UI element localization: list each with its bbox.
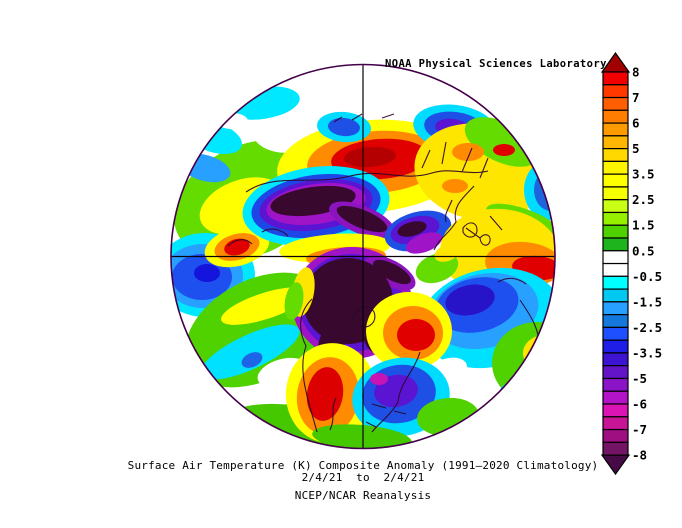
colorbar-cell (602, 428, 629, 443)
colorbar-tick-label: 7 (632, 90, 640, 105)
anomaly-blob (328, 117, 360, 137)
colorbar-tick-label: 6 (632, 116, 640, 131)
anomaly-blob (434, 244, 460, 262)
noaa-lab-label: NOAA Physical Sciences Laboratory (385, 58, 607, 70)
colorbar-tick-label: -3.5 (632, 345, 662, 360)
colorbar-tick-label: -7 (632, 422, 647, 437)
colorbar-arrow-down-icon (600, 454, 631, 476)
anomaly-blob (370, 373, 388, 385)
anomaly-blob (452, 143, 484, 161)
colorbar-cell (602, 160, 629, 175)
colorbar-cell (602, 237, 629, 252)
anomaly-blob (194, 264, 220, 282)
colorbar-tick-label: -5 (632, 371, 647, 386)
colorbar-cell (602, 403, 629, 418)
colorbar-cell (602, 199, 629, 214)
coastline-lines (227, 113, 549, 433)
anomaly-blob (492, 322, 555, 404)
colorbar-tick-label: 8 (632, 65, 640, 80)
anomaly-blob (397, 319, 435, 351)
colorbar-tick-label: 3.5 (632, 167, 655, 182)
colorbar-cell (602, 365, 629, 380)
anomaly-blob (200, 324, 300, 380)
anomaly-blob (312, 424, 412, 449)
colorbar-cell (602, 96, 629, 111)
colorbar-tick-label: -0.5 (632, 269, 662, 284)
anomaly-blob (224, 238, 250, 256)
colorbar-cell (602, 71, 629, 86)
colorbar-cell (602, 339, 629, 354)
colorbar-cell (602, 326, 629, 341)
anomaly-blob (397, 221, 427, 237)
colorbar-cell (602, 352, 629, 367)
colorbar-cell (602, 148, 629, 162)
anomaly-blob (241, 352, 263, 368)
anomaly-blob (493, 144, 515, 156)
colorbar: 8 7 6 5 3.5 2.5 1.5 0.5 -0.5 -1.5 -2.5 -3.5 -5 -6 -7 -8 (600, 51, 662, 476)
anomaly-blob (284, 282, 304, 320)
colorbar-tick-label: 1.5 (632, 218, 655, 233)
colorbar-cell (602, 122, 629, 137)
anomaly-contour-blobs (171, 86, 555, 449)
colorbar-cell (602, 275, 629, 290)
colorbar-cell (602, 377, 629, 392)
colorbar-cell (602, 301, 629, 316)
anomaly-blob (306, 367, 344, 421)
colorbar-tick-label: -6 (632, 397, 647, 412)
colorbar-cell (602, 441, 629, 456)
colorbar-cell (602, 262, 629, 277)
caption-dates: 2/4/21 to 2/4/21 (301, 471, 425, 484)
anomaly-blob (534, 169, 555, 211)
anomaly-blob (344, 146, 396, 168)
caption-title: Surface Air Temperature (K) Composite An… (127, 459, 599, 472)
anomaly-blob (442, 179, 468, 193)
colorbar-cell (602, 250, 629, 265)
colorbar-cell (602, 173, 629, 188)
colorbar-tick-label: -8 (632, 448, 647, 463)
colorbar-tick-label: -2.5 (632, 320, 662, 335)
colorbar-tick-label: 2.5 (632, 192, 655, 207)
anomaly-blob (336, 205, 388, 233)
anomaly-blob (373, 259, 411, 285)
anomaly-blob (523, 334, 555, 372)
colorbar-cell (602, 211, 629, 226)
colorbar-cell (602, 224, 629, 239)
colorbar-tick-label: 0.5 (632, 243, 655, 258)
colorbar-tick-label: 5 (632, 141, 640, 156)
colorbar-cell (602, 416, 629, 431)
caption-source: NCEP/NCAR Reanalysis (294, 489, 432, 502)
anomaly-map (170, 63, 556, 450)
colorbar-cell (602, 288, 629, 303)
colorbar-cell (602, 84, 629, 99)
colorbar-cell (602, 314, 629, 329)
colorbar-cell (602, 109, 629, 124)
map-circle-outline (170, 63, 556, 450)
colorbar-cell (602, 186, 629, 201)
anomaly-blob (405, 232, 443, 254)
colorbar-cell (602, 135, 629, 150)
colorbar-cell (602, 390, 629, 405)
colorbar-tick-label: -1.5 (632, 294, 662, 309)
anomaly-blob (445, 284, 495, 316)
